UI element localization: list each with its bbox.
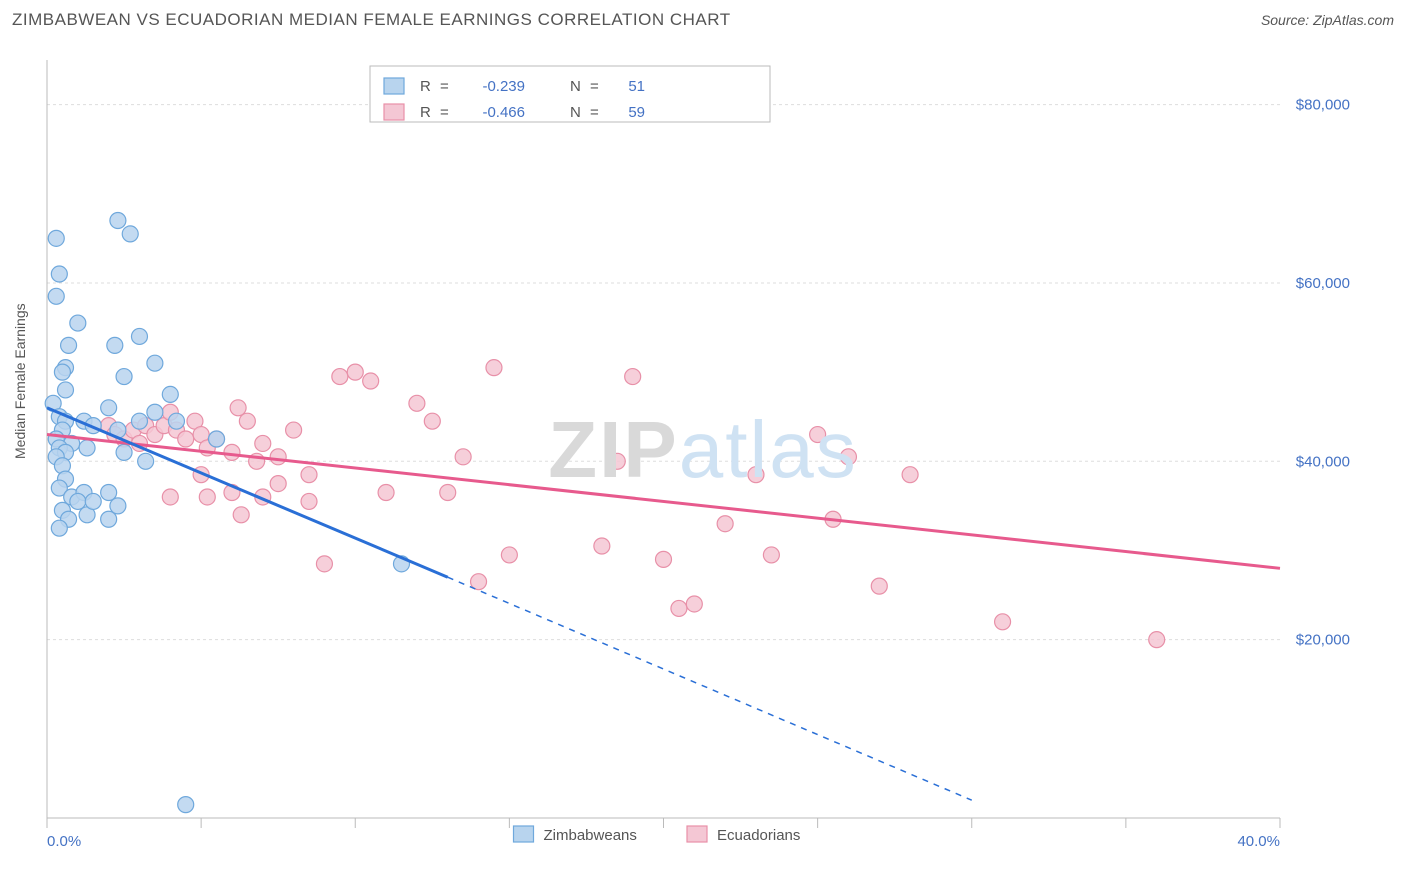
data-point [209, 431, 225, 447]
data-point [409, 395, 425, 411]
data-point [131, 328, 147, 344]
data-point [301, 493, 317, 509]
data-point [178, 431, 194, 447]
legend-r-label: R [420, 104, 431, 121]
data-point [440, 485, 456, 501]
data-point [101, 511, 117, 527]
y-tick-label: $20,000 [1296, 632, 1350, 649]
data-point [57, 382, 73, 398]
data-point [717, 516, 733, 532]
data-point [270, 449, 286, 465]
legend-eq: = [440, 78, 449, 95]
data-point [332, 369, 348, 385]
data-point [594, 538, 610, 554]
data-point [378, 485, 394, 501]
bottom-legend-swatch [687, 826, 707, 842]
legend-eq: = [590, 78, 599, 95]
data-point [101, 400, 117, 416]
legend-swatch [384, 78, 404, 94]
data-point [363, 373, 379, 389]
data-point [79, 440, 95, 456]
legend-r-label: R [420, 78, 431, 95]
legend-eq: = [440, 104, 449, 121]
data-point [233, 507, 249, 523]
data-point [147, 355, 163, 371]
data-point [347, 364, 363, 380]
y-tick-label: $40,000 [1296, 453, 1350, 470]
bottom-legend-label: Zimbabweans [544, 827, 637, 844]
trend-line-zimbabweans-extrapolated [448, 577, 972, 800]
chart-source: Source: ZipAtlas.com [1261, 12, 1394, 28]
data-point [51, 266, 67, 282]
legend-n-label: N [570, 104, 581, 121]
data-point [178, 797, 194, 813]
data-point [763, 547, 779, 563]
data-point [286, 422, 302, 438]
data-point [199, 489, 215, 505]
chart-title: ZIMBABWEAN VS ECUADORIAN MEDIAN FEMALE E… [12, 10, 731, 30]
data-point [239, 413, 255, 429]
data-point [85, 493, 101, 509]
chart-header: ZIMBABWEAN VS ECUADORIAN MEDIAN FEMALE E… [0, 0, 1406, 40]
data-point [116, 369, 132, 385]
data-point [168, 413, 184, 429]
y-tick-label: $60,000 [1296, 275, 1350, 292]
data-point [110, 213, 126, 229]
bottom-legend-label: Ecuadorians [717, 827, 800, 844]
data-point [995, 614, 1011, 630]
data-point [162, 386, 178, 402]
bottom-legend-swatch [514, 826, 534, 842]
data-point [810, 427, 826, 443]
data-point [902, 467, 918, 483]
legend-swatch [384, 104, 404, 120]
data-point [609, 453, 625, 469]
legend-n-value: 59 [628, 104, 645, 121]
data-point [116, 444, 132, 460]
data-point [301, 467, 317, 483]
data-point [316, 556, 332, 572]
legend-r-value: -0.239 [482, 78, 525, 95]
data-point [48, 288, 64, 304]
correlation-chart: ZIPatlas 0.0%40.0%$20,000$40,000$60,000$… [0, 40, 1406, 860]
data-point [147, 404, 163, 420]
data-point [122, 226, 138, 242]
data-point [424, 413, 440, 429]
data-point [686, 596, 702, 612]
data-point [748, 467, 764, 483]
data-point [224, 444, 240, 460]
legend-r-value: -0.466 [482, 104, 525, 121]
legend-n-value: 51 [628, 78, 645, 95]
data-point [138, 453, 154, 469]
x-tick-label: 40.0% [1237, 833, 1280, 850]
data-point [107, 337, 123, 353]
trend-line-ecuadorians [47, 435, 1280, 569]
data-point [625, 369, 641, 385]
chart-svg: 0.0% 40.0% $20,000 $40,000 $60,000 $80,000 Med… [0, 40, 1406, 860]
data-point [51, 520, 67, 536]
data-point [162, 489, 178, 505]
y-tick-label: $80,000 [1296, 97, 1350, 114]
data-point [671, 600, 687, 616]
data-point [255, 435, 271, 451]
data-point [656, 551, 672, 567]
data-point [48, 230, 64, 246]
data-point [501, 547, 517, 563]
y-axis-label: Median Female Earnings [12, 303, 28, 459]
data-point [131, 413, 147, 429]
data-point [486, 360, 502, 376]
data-point [70, 315, 86, 331]
legend-eq: = [590, 104, 599, 121]
data-point [455, 449, 471, 465]
data-point [840, 449, 856, 465]
data-point [54, 364, 70, 380]
x-tick-label: 0.0% [47, 833, 81, 850]
data-point [1149, 632, 1165, 648]
legend-n-label: N [570, 78, 581, 95]
data-point [871, 578, 887, 594]
data-point [270, 476, 286, 492]
data-point [61, 337, 77, 353]
